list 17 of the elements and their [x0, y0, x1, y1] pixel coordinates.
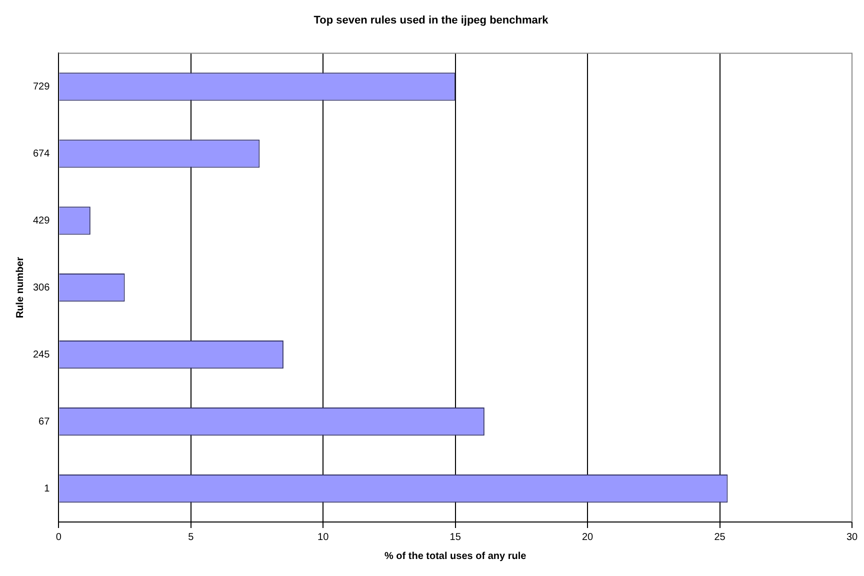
y-tick-label: 306 — [32, 282, 50, 294]
x-tick-label: 15 — [450, 532, 462, 543]
y-tick-label: 729 — [32, 81, 50, 92]
x-tick-label: 20 — [582, 532, 594, 543]
y-tick-label: 429 — [32, 215, 50, 226]
x-tick-label: 0 — [56, 532, 62, 543]
y-tick-label: 245 — [32, 349, 50, 360]
y-tick-label: 1 — [44, 483, 50, 494]
y-axis-title: Rule number — [14, 256, 26, 318]
y-tick-label: 674 — [32, 148, 50, 160]
x-tick-label: 10 — [318, 532, 330, 543]
x-tick-label: 5 — [188, 532, 194, 543]
x-axis-title: % of the total uses of any rule — [384, 550, 527, 562]
y-tick-label: 67 — [38, 416, 50, 428]
x-tick-label: 30 — [846, 532, 858, 543]
x-tick-label: 25 — [714, 532, 726, 543]
chart-title: Top seven rules used in the ijpeg benchmark — [314, 14, 550, 27]
